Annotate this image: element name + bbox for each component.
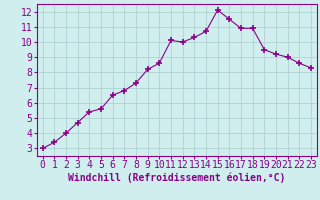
X-axis label: Windchill (Refroidissement éolien,°C): Windchill (Refroidissement éolien,°C) [68,173,285,183]
